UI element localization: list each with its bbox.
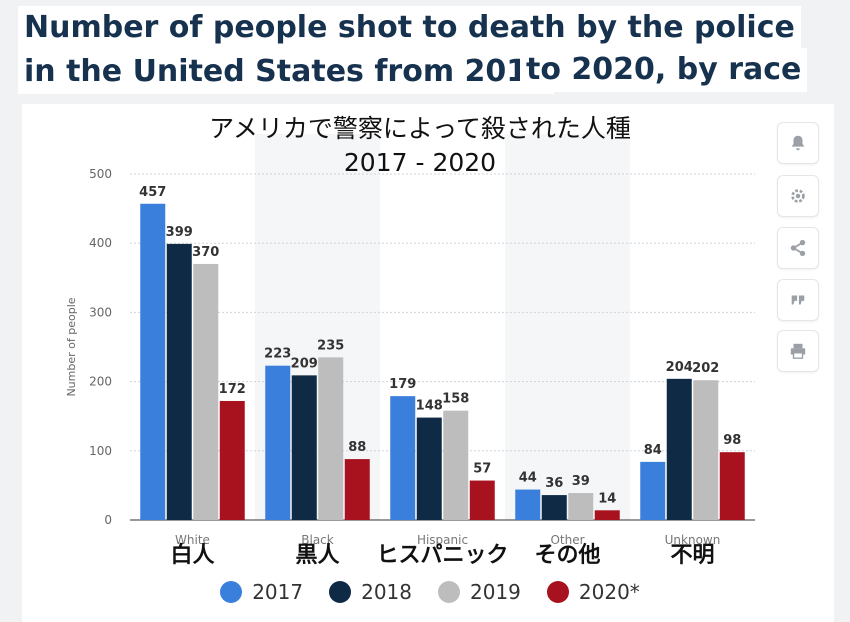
cite-button[interactable]: [777, 279, 819, 321]
bar-2018-black: [291, 375, 317, 520]
bar-2018-other: [541, 495, 567, 520]
bar-2018-unknown: [666, 378, 692, 520]
legend-marker: [220, 581, 243, 603]
data-label: 202: [692, 361, 719, 376]
legend-marker: [438, 581, 460, 603]
legend-label: 2017: [252, 580, 304, 604]
x-tick-label-jp: ヒスパニック: [376, 543, 508, 568]
data-label: 209: [291, 356, 318, 371]
y-tick-label: 100: [89, 444, 112, 458]
bar-2018-hispanic: [416, 417, 442, 520]
legend-item-2018[interactable]: 2018: [329, 580, 412, 604]
x-tick-label: Hispanic: [417, 533, 468, 547]
share-button[interactable]: [777, 227, 819, 269]
y-axis-label: Number of people: [65, 297, 78, 396]
bar-2019-other: [568, 493, 594, 520]
bar-2017-black: [265, 365, 291, 520]
bar-2017-white: [140, 203, 166, 521]
data-label: 158: [442, 392, 469, 407]
overlay-title-line2: 2017 - 2020: [343, 148, 497, 177]
legend-marker: [329, 581, 352, 603]
x-tick-label-jp: その他: [534, 543, 600, 568]
print-button[interactable]: [777, 330, 819, 372]
y-tick-label: 500: [89, 167, 112, 181]
y-tick-label: 200: [89, 375, 112, 389]
x-tick-label-jp: 不明: [670, 543, 714, 568]
chart-title-line3: to 2020, by race: [520, 48, 808, 92]
data-label: 14: [598, 491, 616, 506]
bar-2020-black: [344, 459, 370, 520]
legend-label: 2019: [470, 580, 521, 604]
chart-title-line1: Number of people shot to death by the po…: [18, 6, 801, 50]
legend-label: 2020*: [578, 580, 640, 604]
data-label: 148: [416, 399, 443, 414]
print-icon: [790, 343, 806, 359]
bar-2019-unknown: [693, 380, 719, 520]
data-label: 223: [264, 347, 291, 362]
legend-item-2017[interactable]: 2017: [220, 580, 303, 604]
chart-legend: 2017 2018 2019 2020*: [200, 575, 660, 609]
data-label: 84: [644, 443, 662, 458]
bar-2017-unknown: [640, 461, 666, 520]
y-tick-label: 0: [104, 513, 112, 527]
legend-item-2020[interactable]: 2020*: [546, 580, 640, 604]
data-label: 179: [389, 377, 416, 392]
chart-title-line2: in the United States from 2017: [18, 50, 555, 94]
overlay-title-line1: アメリカで警察によって殺された人種: [209, 114, 631, 143]
data-label: 399: [166, 225, 193, 240]
bar-2020-white: [219, 400, 245, 520]
data-label: 39: [572, 474, 590, 489]
data-label: 172: [219, 382, 246, 397]
quote-icon: [791, 295, 805, 305]
data-label: 204: [666, 360, 693, 375]
category-band: [505, 134, 630, 520]
data-label: 44: [519, 471, 537, 486]
gear-icon: [791, 189, 805, 203]
notification-button[interactable]: [777, 122, 819, 164]
legend-label: 2018: [361, 580, 412, 604]
x-tick-label: Black: [301, 533, 334, 547]
data-label: 57: [473, 462, 491, 477]
legend-item-2019[interactable]: 2019: [438, 580, 521, 604]
bar-2020-unknown: [719, 452, 745, 520]
bell-icon: [791, 135, 805, 151]
data-label: 457: [139, 185, 166, 200]
x-tick-label-jp: 白人: [170, 542, 214, 568]
bar-2018-white: [166, 243, 192, 520]
overlay-title: アメリカで警察によって殺された人種 2017 - 2020: [120, 112, 720, 180]
data-label: 370: [192, 245, 219, 260]
data-label: 235: [317, 338, 344, 353]
data-label: 88: [348, 440, 366, 455]
y-tick-label: 300: [89, 305, 112, 319]
bar-2019-white: [193, 263, 219, 520]
x-tick-label: White: [175, 533, 210, 547]
bar-2017-other: [515, 489, 541, 520]
bar-2017-hispanic: [390, 396, 416, 520]
legend-marker: [546, 581, 569, 603]
settings-button[interactable]: [777, 175, 819, 217]
bar-2019-hispanic: [443, 410, 469, 520]
data-label: 36: [545, 476, 563, 491]
bar-2020-hispanic: [469, 480, 495, 520]
bar-2020-other: [594, 510, 620, 520]
x-tick-label-jp: 黒人: [295, 543, 339, 568]
y-tick-label: 400: [89, 236, 112, 250]
data-label: 98: [723, 433, 741, 448]
x-tick-label: Other: [550, 533, 584, 547]
x-tick-label: Unknown: [665, 533, 721, 547]
share-icon: [790, 239, 806, 257]
bar-2019-black: [318, 357, 344, 520]
